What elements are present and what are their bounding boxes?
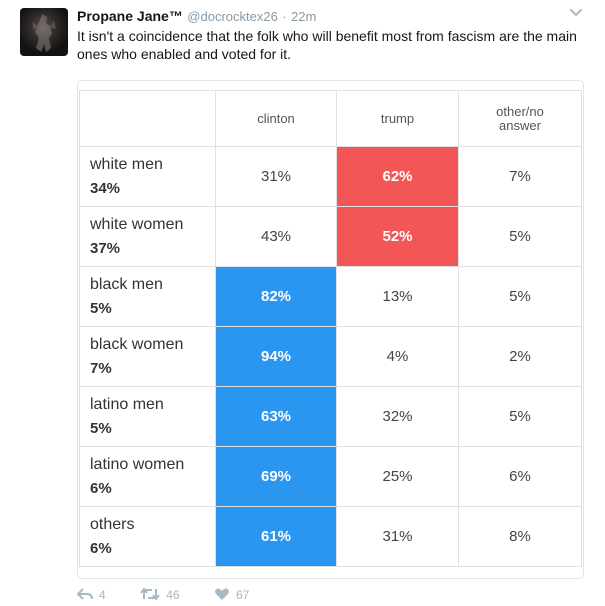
table-row: latino men 5% 63% 32% 5% [79, 386, 582, 447]
trump-value-cell: 31% [336, 506, 459, 567]
group-cell: latino women 6% [79, 446, 216, 507]
group-name: white men [90, 156, 163, 173]
like-count: 67 [235, 588, 250, 602]
tweet-header: Propane Jane™ @docrocktex26 · 22m [77, 8, 565, 26]
heart-icon [215, 588, 229, 600]
exit-poll-table: clinton trump other/no answer white men 3… [79, 90, 582, 567]
chevron-down-icon[interactable] [567, 6, 585, 20]
group-share: 34% [90, 180, 121, 197]
table-row: black women 7% 94% 4% 2% [79, 326, 582, 387]
clinton-value-cell: 31% [215, 146, 337, 207]
other-value-cell: 5% [458, 266, 582, 327]
clinton-value-cell: 69% [215, 446, 337, 507]
group-cell: black men 5% [79, 266, 216, 327]
group-share: 5% [90, 300, 112, 317]
trump-value-cell: 25% [336, 446, 459, 507]
group-cell: white men 34% [79, 146, 216, 207]
other-value-cell: 8% [458, 506, 582, 567]
retweet-icon [140, 587, 160, 601]
author-name[interactable]: Propane Jane™ [77, 8, 183, 24]
table-row: others 6% 61% 31% 8% [79, 506, 582, 567]
column-header: other/no answer [458, 90, 582, 147]
column-header-label: other/no answer [496, 103, 544, 133]
author-handle[interactable]: @docrocktex26 [187, 9, 278, 24]
column-header: clinton [215, 90, 337, 147]
like-button[interactable]: 67 [214, 587, 249, 602]
group-name: latino men [90, 396, 164, 413]
avatar-image [32, 14, 56, 52]
header-blank [79, 90, 216, 147]
group-share: 6% [90, 540, 112, 557]
other-value-cell: 5% [458, 206, 582, 267]
avatar[interactable] [20, 8, 68, 56]
column-header: trump [336, 90, 459, 147]
group-name: black men [90, 276, 163, 293]
clinton-value-cell: 82% [215, 266, 337, 327]
group-cell: black women 7% [79, 326, 216, 387]
trump-value-cell: 32% [336, 386, 459, 447]
trump-value-cell: 62% [336, 146, 459, 207]
table-body: white men 34% 31% 62% 7% white women 37% 43% 52%… [79, 146, 582, 567]
group-share: 5% [90, 420, 112, 437]
other-value-cell: 5% [458, 386, 582, 447]
group-share: 7% [90, 360, 112, 377]
retweet-count: 46 [166, 588, 180, 602]
table-row: black men 5% 82% 13% 5% [79, 266, 582, 327]
separator: · [282, 9, 287, 24]
group-cell: white women 37% [79, 206, 216, 267]
group-name: others [90, 516, 135, 533]
group-share: 37% [90, 240, 121, 257]
table-header-row: clinton trump other/no answer [79, 90, 582, 147]
group-share: 6% [90, 480, 112, 497]
other-value-cell: 7% [458, 146, 582, 207]
group-name: white women [90, 216, 184, 233]
reply-button[interactable]: 4 [76, 587, 106, 602]
trump-value-cell: 52% [336, 206, 459, 267]
trump-value-cell: 4% [336, 326, 459, 387]
group-name: latino women [90, 456, 185, 473]
table-row: latino women 6% 69% 25% 6% [79, 446, 582, 507]
table-row: white women 37% 43% 52% 5% [79, 206, 582, 267]
other-value-cell: 2% [458, 326, 582, 387]
clinton-value-cell: 94% [215, 326, 337, 387]
reply-icon [76, 588, 93, 600]
group-name: black women [90, 336, 184, 353]
timestamp[interactable]: 22m [291, 9, 317, 24]
tweet-media-card[interactable]: clinton trump other/no answer white men 3… [77, 80, 584, 579]
group-cell: others 6% [79, 506, 216, 567]
clinton-value-cell: 63% [215, 386, 337, 447]
tweet-text: It isn't a coincidence that the folk who… [77, 28, 577, 62]
group-cell: latino men 5% [79, 386, 216, 447]
reply-count: 4 [99, 588, 106, 602]
other-value-cell: 6% [458, 446, 582, 507]
retweet-button[interactable]: 46 [140, 587, 180, 602]
trump-value-cell: 13% [336, 266, 459, 327]
table-row: white men 34% 31% 62% 7% [79, 146, 582, 207]
clinton-value-cell: 43% [215, 206, 337, 267]
tweet-actions: 4 46 67 [76, 586, 279, 606]
clinton-value-cell: 61% [215, 506, 337, 567]
